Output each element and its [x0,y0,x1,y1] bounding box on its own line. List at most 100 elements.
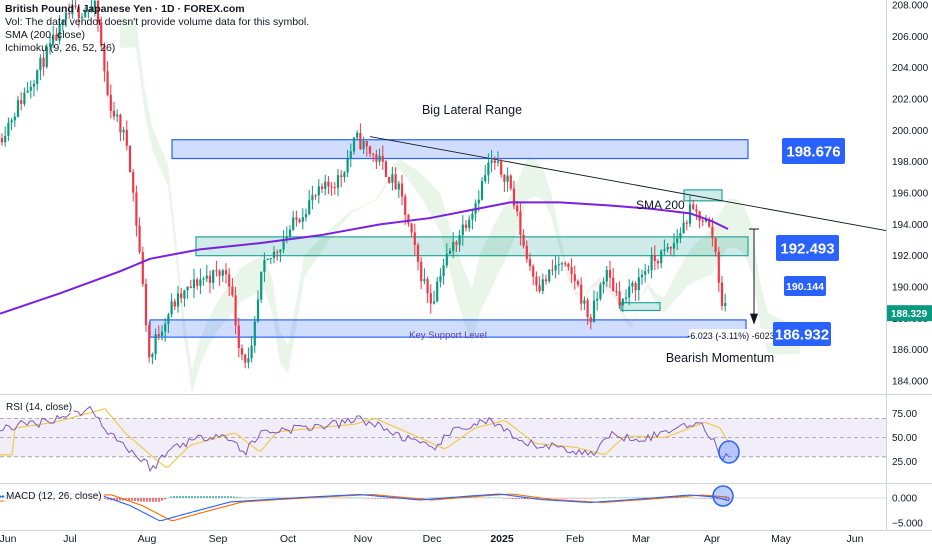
macd-hist-bar [131,498,133,501]
cloud-segment [280,331,288,374]
time-tick-label: Mar [632,533,651,545]
candle-body [295,217,298,220]
descending-trendline[interactable] [369,136,887,232]
candle-body [400,183,404,197]
macd-hist-bar [392,498,394,499]
macd-hist-bar [605,497,607,498]
mid-zone[interactable] [195,236,749,257]
candle-body [532,266,535,277]
macd-hist-bar [188,496,190,498]
macd-hist-bar [236,496,238,498]
candle-body [496,161,500,163]
price-tick-label: 192.000 [892,251,929,262]
candle-body [16,100,20,117]
macd-legend[interactable]: MACD (12, 26, close) [4,491,104,502]
macd-hist-bar [326,497,328,499]
macd-line[interactable] [0,493,730,522]
candle-body [292,217,295,230]
candle-body [516,205,519,212]
macd-hist-bar [626,497,628,498]
candle-body [176,293,180,307]
macd-hist-bar [725,498,727,500]
candle-body [189,286,192,289]
candle-body [77,6,80,19]
macd-hist-bar [686,497,688,498]
macd-hist-bar [692,497,694,499]
candle-body [720,282,724,306]
candle-body [640,274,644,278]
macd-hist-bar [644,497,646,498]
macd-hist-bar [362,497,364,499]
macd-pane[interactable] [0,486,886,530]
sma-legend[interactable]: SMA (200, close) [5,29,85,41]
macd-hist-bar [695,498,697,499]
macd-hist-bar [374,498,376,499]
macd-hist-bar [146,498,148,502]
rsi-highlight-circle[interactable] [718,440,740,464]
candle-body [308,200,311,215]
candle-body [410,223,413,233]
candle-body [717,251,720,283]
candle-body [708,219,711,227]
candle-body [631,283,634,287]
macd-hist-bar [476,497,478,498]
price-tick-label: 190.000 [892,283,929,294]
macd-hist-bar [698,498,700,499]
cloud-segment [472,254,480,344]
macd-hist-bar [557,498,559,499]
macd-hist-bar [344,497,346,499]
candle-body [375,154,378,162]
rsi-line[interactable] [0,405,730,473]
rsi-legend[interactable]: RSI (14, close) [4,402,75,413]
macd-hist-bar [215,496,217,498]
candle-body [586,300,589,318]
candle-body [112,110,116,117]
candle-body [240,348,244,355]
candle-body [144,283,148,326]
price-tick-label: 208.000 [892,1,929,12]
cloud-segment [344,210,352,222]
ichimoku-legend[interactable]: Ichimoku (9, 26, 52, 26) [5,42,116,54]
candle-body [605,269,608,282]
candle-body [164,323,167,332]
cloud-segment [488,221,496,296]
macd-hist-bar [143,498,145,502]
cloud-segment [304,247,312,279]
top-box[interactable] [683,189,723,202]
macd-hist-bar [572,498,574,499]
candle-body [461,224,464,236]
symbol-title[interactable]: British Pound / Japanese Yen · 1D · FORE… [5,3,245,15]
bottom-box[interactable] [620,302,661,312]
candle-body [167,314,170,324]
cloud-segment [384,166,392,190]
macd-hist-bar [647,497,649,498]
candle-body [525,245,528,260]
resistance-zone[interactable] [171,139,749,160]
sma-200-line[interactable] [0,201,729,315]
macd-hist-bar [590,498,592,499]
macd-hist-bar [125,498,127,501]
rsi-ma-line[interactable] [0,408,730,468]
rsi-tick-label: 25.00 [892,457,917,468]
measure-label: -6.023 (-3.11%) -6023 [687,331,774,341]
candle-body [42,57,45,67]
cloud-segment [552,195,560,252]
macd-highlight-circle[interactable] [712,485,734,507]
candle-body [448,250,452,254]
candle-body [420,261,423,282]
cloud-segment [664,282,672,314]
time-tick-label: Dec [423,533,442,545]
candle-body [368,146,372,154]
macd-tick-label: 0.000 [892,494,917,505]
candle-body [512,188,516,206]
macd-hist-bar [158,498,160,502]
cloud-segment [520,156,528,224]
macd-hist-bar [389,498,391,499]
candle-body [68,12,71,15]
macd-hist-bar [155,498,157,502]
candle-body [692,204,695,210]
candle-body [32,83,36,87]
candle-body [487,162,490,176]
price-pane[interactable] [0,0,886,392]
cloud-segment [240,263,248,303]
